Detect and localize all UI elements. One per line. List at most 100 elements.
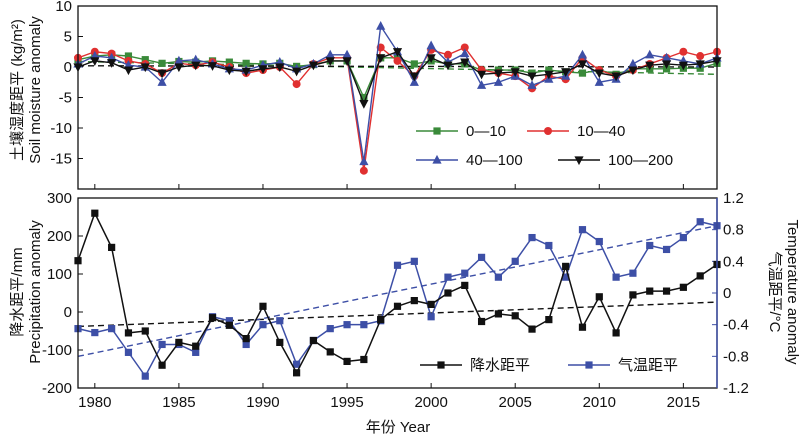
bottom-data-point xyxy=(612,329,620,337)
bottom-data-point xyxy=(595,293,603,301)
bottom-data-point xyxy=(124,329,133,337)
bottom-y2tick-label: 0.8 xyxy=(723,222,744,239)
top-data-point xyxy=(207,62,218,71)
bottom-legend: 降水距平 气温距平 xyxy=(420,357,678,374)
bottom-series-line xyxy=(77,211,718,375)
top-data-point xyxy=(191,54,201,64)
bottom-data-point xyxy=(578,323,587,331)
x-axis-label: 年份 Year xyxy=(366,419,430,436)
bottom-data-point xyxy=(158,361,166,369)
bottom-data-point xyxy=(108,325,116,333)
bottom-data-point xyxy=(461,281,469,289)
bottom-xtick-label: 2005 xyxy=(499,394,532,411)
top-data-point xyxy=(460,48,470,58)
top-ytick-label: 5 xyxy=(64,29,72,46)
bottom-data-point xyxy=(612,273,620,281)
top-data-point xyxy=(443,61,453,71)
bottom-data-point xyxy=(494,310,502,318)
bottom-y2tick-label: 0 xyxy=(723,285,731,302)
bottom-ylabel-cn: 降水距平/mm xyxy=(9,247,26,336)
bottom-data-point xyxy=(562,273,570,281)
top-data-point xyxy=(611,72,621,82)
bottom-data-point xyxy=(259,302,267,310)
top-data-point xyxy=(443,50,452,59)
bottom-data-point xyxy=(629,291,637,299)
bottom-ytick-label: 300 xyxy=(47,190,72,207)
bottom-y2tick-label: -1.2 xyxy=(723,380,749,397)
top-data-point xyxy=(493,77,503,86)
top-data-point xyxy=(157,69,167,79)
top-ytick-label: 0 xyxy=(64,59,72,76)
top-data-point xyxy=(275,63,285,73)
top-data-point xyxy=(174,55,184,65)
top-data-point xyxy=(460,58,470,68)
bottom-y2tick-label: 0.4 xyxy=(723,253,744,270)
bottom-data-point xyxy=(242,340,250,349)
top-data-point xyxy=(392,48,403,57)
top-legend-marker xyxy=(544,127,552,135)
top-ytick-label: 10 xyxy=(55,0,72,15)
top-data-point xyxy=(628,66,638,76)
top-ytick-label: -5 xyxy=(59,90,72,107)
top-data-point xyxy=(124,52,133,60)
top-data-point xyxy=(510,68,520,77)
top-data-point xyxy=(544,70,554,80)
top-legend-label: 100—200 xyxy=(608,152,673,169)
bottom-data-point xyxy=(242,335,250,343)
bottom-y2tick-label: -0.4 xyxy=(723,317,749,334)
top-data-point xyxy=(157,77,167,86)
bottom-data-point xyxy=(629,269,637,277)
top-data-point xyxy=(678,61,688,71)
bottom-data-point xyxy=(528,233,536,242)
top-data-point xyxy=(679,47,688,56)
bottom-y2label-cn: 气温距平/°C xyxy=(766,252,783,333)
bottom-data-point xyxy=(444,289,452,297)
top-data-point xyxy=(308,61,319,71)
top-data-point xyxy=(123,66,134,76)
bottom-data-point xyxy=(427,300,435,308)
top-data-point xyxy=(242,59,250,67)
bottom-data-point xyxy=(461,269,469,277)
top-data-point xyxy=(577,60,588,70)
top-data-point xyxy=(460,43,469,52)
top-plot-frame xyxy=(77,5,718,190)
bottom-data-point xyxy=(192,348,200,356)
bottom-xtick-label: 2010 xyxy=(583,394,616,411)
bottom-legend-label: 气温距平 xyxy=(618,357,678,374)
top-ytick-label: -10 xyxy=(50,120,72,137)
bottom-data-point xyxy=(528,325,536,333)
bottom-data-point xyxy=(293,360,301,368)
top-data-point xyxy=(359,100,369,109)
top-data-point xyxy=(476,70,487,80)
bottom-trendline xyxy=(77,225,718,358)
soil-moisture-panel: 土壤湿度距平 (kg/m²) Soil moisture anomaly -15… xyxy=(8,0,722,190)
top-data-point xyxy=(258,65,268,74)
top-data-point xyxy=(545,66,553,74)
bottom-data-point xyxy=(225,321,233,329)
top-data-point xyxy=(577,49,588,59)
top-data-point xyxy=(224,66,234,76)
bottom-data-point xyxy=(646,241,654,250)
top-data-point xyxy=(628,58,638,68)
bottom-data-point xyxy=(141,327,149,335)
bottom-data-point xyxy=(141,372,149,380)
top-data-point xyxy=(191,61,201,71)
bottom-legend-marker xyxy=(585,361,593,369)
bottom-data-point xyxy=(679,233,687,242)
bottom-xtick-label: 1985 xyxy=(162,394,195,411)
top-data-point xyxy=(292,80,301,89)
top-data-point xyxy=(359,156,369,166)
bottom-data-point xyxy=(360,355,368,364)
bottom-ytick-label: 0 xyxy=(64,304,72,321)
top-legend-marker xyxy=(574,156,584,166)
bottom-data-point xyxy=(679,283,687,291)
bottom-data-point xyxy=(276,338,284,346)
bottom-xtick-label: 2000 xyxy=(414,394,447,411)
top-data-point xyxy=(342,49,352,59)
bottom-xtick-label: 2015 xyxy=(667,394,700,411)
bottom-data-point xyxy=(662,245,671,254)
bottom-data-point xyxy=(562,262,570,270)
bottom-y2tick-label: 1.2 xyxy=(723,190,744,207)
top-data-point xyxy=(292,67,302,77)
bottom-data-point xyxy=(477,317,486,326)
